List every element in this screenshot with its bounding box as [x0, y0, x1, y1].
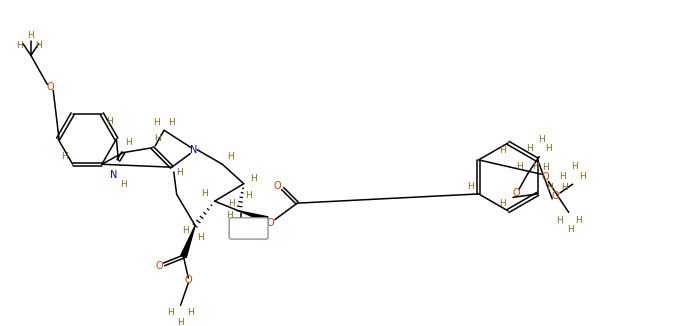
Text: H: H — [517, 162, 524, 171]
Text: O: O — [542, 172, 549, 183]
Text: H: H — [182, 226, 189, 235]
Text: H: H — [532, 162, 538, 171]
Text: H: H — [27, 32, 34, 40]
Text: H: H — [526, 144, 533, 153]
Text: H: H — [250, 174, 257, 183]
Text: H: H — [125, 138, 132, 147]
Text: H: H — [579, 172, 586, 181]
Text: H: H — [227, 199, 234, 208]
Text: N: N — [189, 145, 197, 155]
Text: H: H — [197, 233, 204, 242]
Text: H: H — [177, 318, 184, 326]
Text: H: H — [542, 163, 549, 172]
Text: O: O — [512, 188, 519, 199]
Text: O: O — [185, 275, 192, 285]
Text: H: H — [168, 118, 175, 127]
Text: H: H — [499, 146, 506, 155]
Text: H: H — [499, 199, 506, 208]
Polygon shape — [181, 226, 195, 258]
Text: O: O — [551, 191, 559, 201]
Text: H: H — [567, 225, 574, 234]
Text: H: H — [546, 144, 552, 153]
Text: H: H — [35, 41, 42, 50]
Text: H: H — [16, 41, 22, 50]
Text: O: O — [266, 217, 274, 228]
Text: H: H — [177, 168, 183, 177]
Text: H: H — [168, 308, 175, 318]
Text: O: O — [46, 82, 54, 93]
Text: H: H — [571, 162, 578, 171]
FancyBboxPatch shape — [230, 218, 268, 239]
Polygon shape — [239, 211, 268, 222]
Text: H: H — [62, 152, 69, 161]
Text: H: H — [562, 183, 568, 192]
Text: H: H — [538, 135, 545, 143]
Text: H: H — [227, 152, 234, 161]
Text: H: H — [245, 191, 252, 200]
Text: O: O — [274, 181, 282, 191]
Text: H: H — [106, 117, 113, 126]
Text: H: H — [154, 134, 161, 142]
Text: H: H — [202, 189, 208, 198]
Text: O: O — [155, 261, 163, 271]
Text: H: H — [153, 118, 160, 127]
Text: H: H — [187, 308, 194, 318]
Text: H: H — [468, 182, 475, 191]
Text: H: H — [559, 172, 566, 181]
Text: H: H — [575, 216, 582, 225]
Text: H: H — [546, 183, 553, 192]
Text: H: H — [226, 211, 232, 220]
Text: H: H — [555, 216, 562, 225]
Text: H: H — [120, 180, 126, 189]
Text: OMe: OMe — [239, 224, 259, 233]
Text: N: N — [110, 170, 117, 180]
